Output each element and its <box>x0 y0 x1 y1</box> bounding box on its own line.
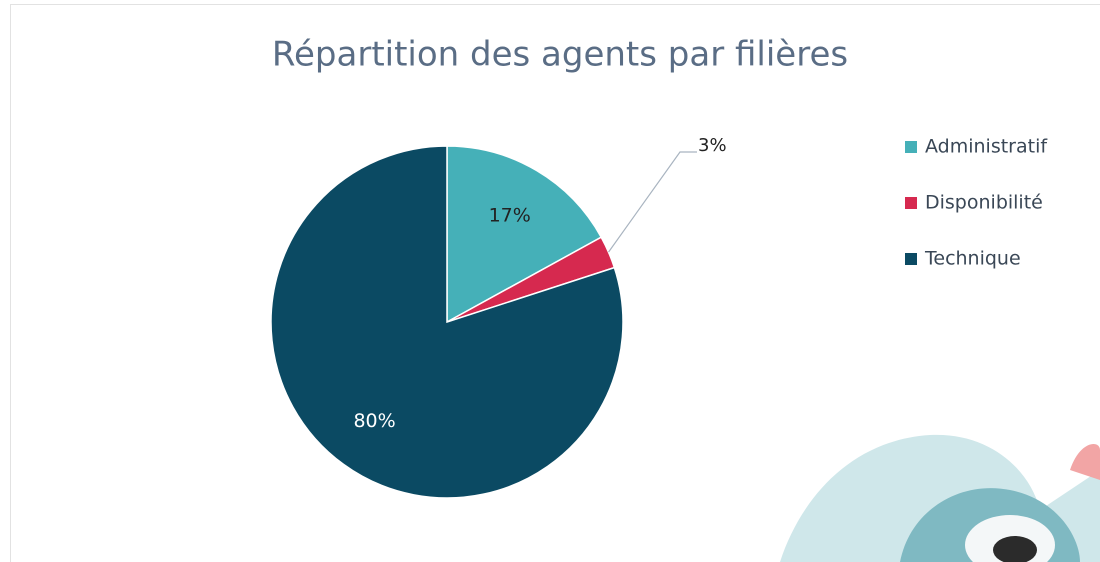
legend-swatch <box>905 253 917 265</box>
data-label: 17% <box>489 204 531 226</box>
legend-swatch <box>905 197 917 209</box>
data-label: 80% <box>353 410 395 432</box>
data-label: 3% <box>698 135 727 156</box>
page: Répartition des agents par filières 17% 3… <box>0 0 1100 562</box>
legend-swatch <box>905 141 917 153</box>
legend-label: Disponibilité <box>925 192 1043 214</box>
legend-label: Technique <box>924 248 1021 270</box>
chart-title: Répartition des agents par filières <box>272 35 848 75</box>
legend-label: Administratif <box>925 136 1048 158</box>
chart: Répartition des agents par filières 17% 3… <box>0 0 1100 562</box>
